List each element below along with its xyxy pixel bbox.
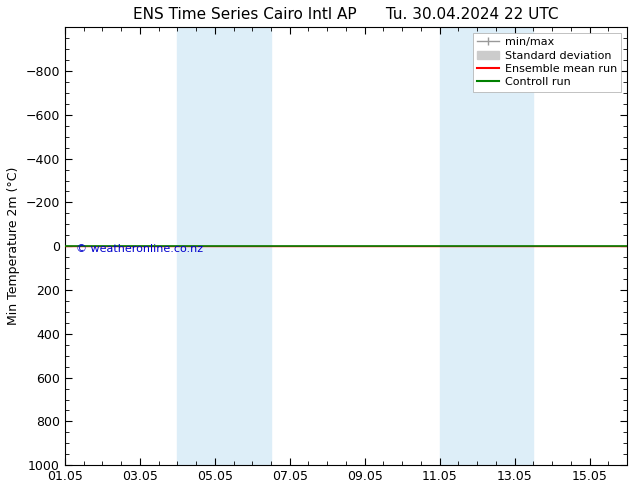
Bar [178,27,271,465]
Legend: min/max, Standard deviation, Ensemble mean run, Controll run: min/max, Standard deviation, Ensemble me… [472,33,621,92]
Text: © weatheronline.co.nz: © weatheronline.co.nz [76,244,204,254]
Bar [439,27,533,465]
Y-axis label: Min Temperature 2m (°C): Min Temperature 2m (°C) [7,167,20,325]
Title: ENS Time Series Cairo Intl AP      Tu. 30.04.2024 22 UTC: ENS Time Series Cairo Intl AP Tu. 30.04.… [133,7,559,22]
